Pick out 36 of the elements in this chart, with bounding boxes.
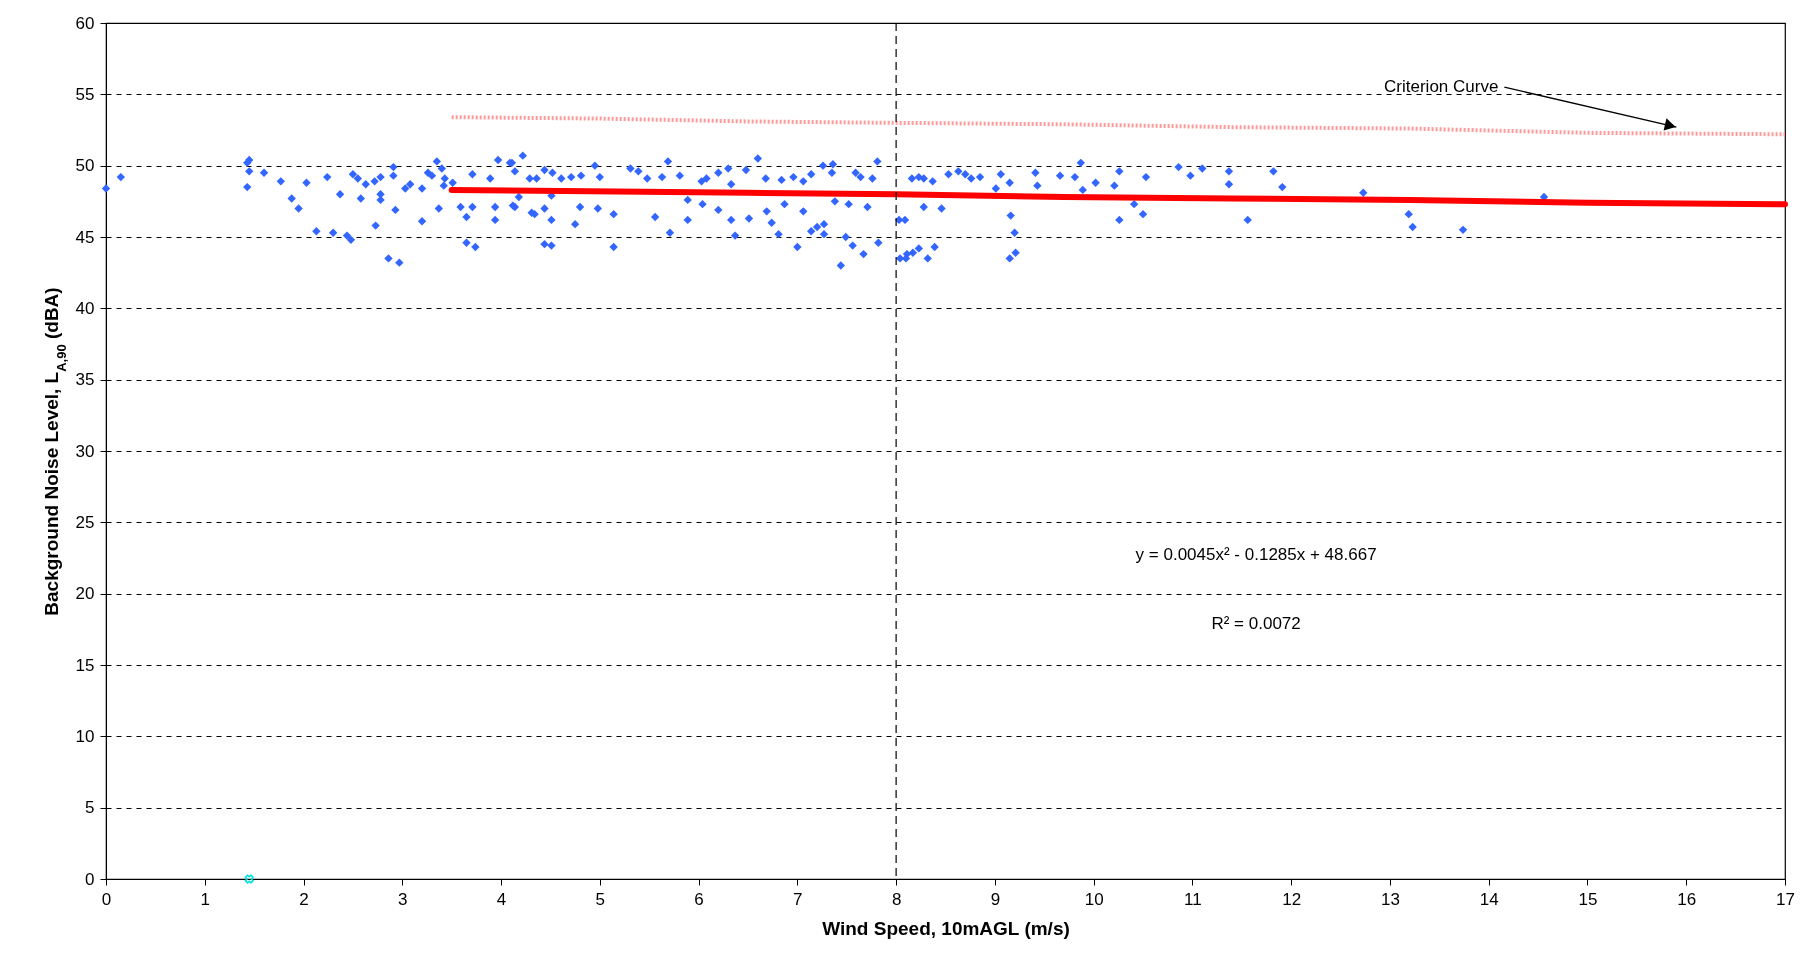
y-tick-label: 55	[75, 84, 95, 104]
x-tick-label: 8	[891, 889, 902, 909]
y-tick-label: 35	[75, 370, 95, 390]
x-tick-label: 4	[496, 889, 507, 909]
x-tick-label: 17	[1776, 889, 1795, 909]
y-tick-label: 5	[85, 798, 95, 818]
x-tick-label: 15	[1578, 889, 1598, 909]
x-tick-label: 3	[398, 889, 408, 909]
y-tick-label: 25	[75, 512, 95, 532]
y-tick-label: 20	[75, 584, 95, 604]
y-tick-label: 10	[75, 726, 95, 746]
y-tick-label: 0	[85, 869, 95, 889]
x-tick-label: 7	[793, 889, 803, 909]
x-tick-label: 1	[200, 889, 210, 909]
x-tick-label: 12	[1282, 889, 1302, 909]
y-tick-label: 15	[75, 655, 95, 675]
x-tick-label: 6	[694, 889, 704, 909]
x-tick-label: 14	[1479, 889, 1499, 909]
x-tick-label: 5	[595, 889, 606, 909]
y-tick-label: 60	[75, 13, 95, 33]
annotation: Criterion Curve	[1384, 77, 1499, 97]
y-tick-label: 40	[75, 298, 95, 318]
y-tick-label: 30	[75, 441, 95, 461]
x-tick-label: 10	[1084, 889, 1104, 909]
x-tick-label: 0	[101, 889, 112, 909]
x-tick-label: 9	[990, 889, 1001, 909]
x-axis-title: Wind Speed, 10mAGL (m/s)	[822, 917, 1070, 939]
y-tick-label: 45	[75, 227, 95, 247]
x-tick-label: 11	[1184, 889, 1202, 909]
annotation: y = 0.0045x² - 0.1285x + 48.667	[1135, 545, 1377, 565]
annotation: R² = 0.0072	[1211, 614, 1301, 634]
y-tick-label: 50	[75, 156, 95, 176]
line-series	[449, 115, 1787, 137]
x-tick-label: 2	[299, 889, 309, 909]
x-tick-label: 13	[1380, 889, 1400, 909]
x-tick-label: 16	[1677, 889, 1697, 909]
